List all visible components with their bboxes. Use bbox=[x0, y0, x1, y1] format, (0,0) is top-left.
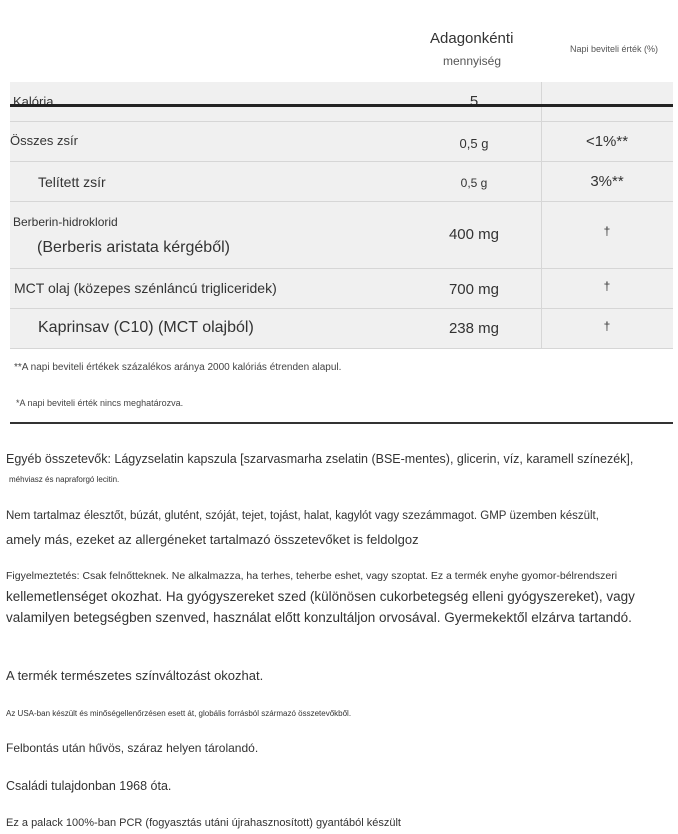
column-divider bbox=[541, 82, 542, 121]
column-divider bbox=[541, 269, 542, 308]
row-name: Berberin-hidroklorid bbox=[13, 215, 118, 229]
made-in-note: Az USA-ban készült és minőségellenőrzése… bbox=[6, 709, 352, 718]
allergen-info: Nem tartalmaz élesztőt, búzát, glutént, … bbox=[6, 510, 599, 522]
color-change-note: A termék természetes színváltozást okozh… bbox=[6, 668, 264, 683]
row-subname: (Berberis aristata kérgéből) bbox=[37, 239, 230, 256]
footnote-1: **A napi beviteli értékek százalékos ará… bbox=[14, 362, 342, 373]
row-amount: 400 mg bbox=[448, 226, 500, 243]
table-row: Kaprinsav (C10) (MCT olajból) 238 mg † bbox=[10, 309, 673, 349]
bottle-note: Ez a palack 100%-ban PCR (fogyasztás utá… bbox=[6, 817, 401, 829]
row-amount: 0,5 g bbox=[459, 136, 489, 151]
table-row: MCT olaj (közepes szénláncú trigliceride… bbox=[10, 269, 673, 309]
allergen-info-cont: amely más, ezeket az allergéneket tartal… bbox=[6, 532, 419, 547]
row-amount: 238 mg bbox=[448, 320, 500, 337]
warning: Figyelmeztetés: Csak felnőtteknek. Ne al… bbox=[6, 570, 618, 582]
daily-value-header: Napi beviteli érték (%) bbox=[570, 44, 659, 54]
table-bottom-divider bbox=[10, 422, 673, 424]
table-row: Telített zsír 0,5 g 3%** bbox=[10, 162, 673, 202]
other-ingredients: Egyéb összetevők: Lágyzselatin kapszula … bbox=[6, 452, 634, 466]
column-divider bbox=[541, 309, 542, 348]
table-row: Berberin-hidroklorid (Berberis aristata … bbox=[10, 202, 673, 269]
row-dv: <1%** bbox=[585, 133, 629, 150]
storage-note: Felbontás után hűvös, száraz helyen táro… bbox=[6, 741, 259, 755]
table-row: Összes zsír 0,5 g <1%** bbox=[10, 122, 673, 162]
column-divider bbox=[541, 162, 542, 201]
row-name: Kaprinsav (C10) (MCT olajból) bbox=[38, 319, 254, 336]
row-dv: † bbox=[603, 319, 611, 333]
row-dv: 3%** bbox=[590, 173, 624, 190]
row-amount: 0,5 g bbox=[460, 176, 488, 190]
family-note: Családi tulajdonban 1968 óta. bbox=[6, 779, 172, 793]
row-name: MCT olaj (közepes szénláncú trigliceride… bbox=[14, 280, 277, 296]
table-row: Kalória 5 bbox=[10, 82, 673, 122]
column-divider bbox=[541, 122, 542, 161]
row-name: Összes zsír bbox=[10, 133, 78, 148]
row-dv: † bbox=[603, 279, 611, 293]
header-divider bbox=[10, 104, 673, 107]
warning-cont-1: kellemetlenséget okozhat. Ha gyógyszerek… bbox=[6, 589, 635, 604]
amount-header: Adagonkénti bbox=[430, 30, 514, 47]
row-name: Telített zsír bbox=[38, 174, 106, 190]
warning-cont-2: valamilyen betegségben szenved, használa… bbox=[6, 610, 632, 625]
row-amount: 5 bbox=[469, 93, 479, 110]
nutrition-table: Kalória 5 Összes zsír 0,5 g <1%** Telíte… bbox=[10, 82, 673, 349]
column-divider bbox=[541, 202, 542, 268]
row-dv: † bbox=[603, 224, 611, 238]
row-amount: 700 mg bbox=[448, 281, 500, 298]
footnote-2: *A napi beviteli érték nincs meghatározv… bbox=[16, 398, 184, 408]
amount-header-sub: mennyiség bbox=[443, 54, 502, 68]
other-ingredients-cont: méhviasz és napraforgó lecitin. bbox=[9, 475, 120, 484]
